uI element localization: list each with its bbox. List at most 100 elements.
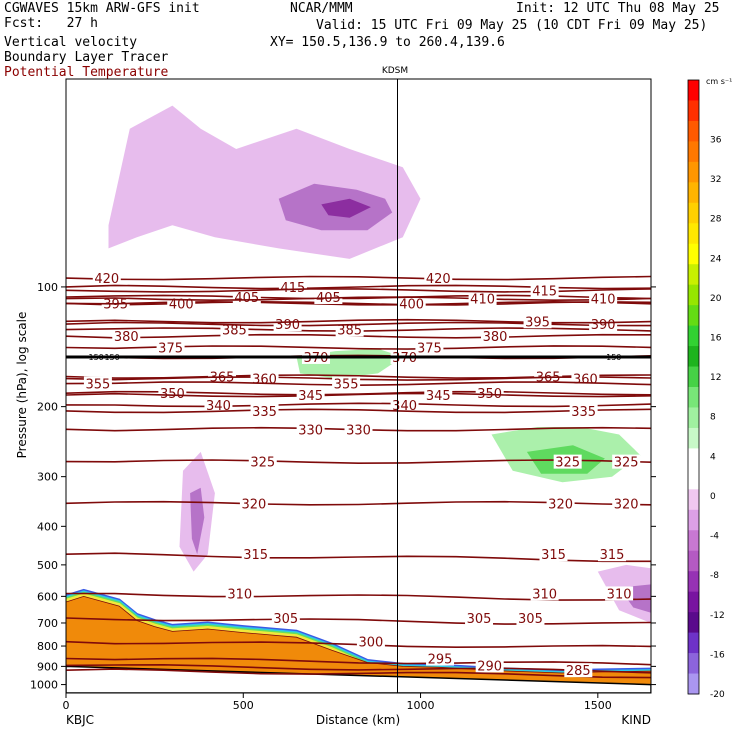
theta-label-bg [569, 403, 598, 418]
theta-label: 415 [532, 284, 557, 299]
colorbar-label: 16 [710, 333, 722, 343]
theta-label: 395 [525, 315, 550, 330]
vv-region [321, 198, 371, 218]
theta-label: 325 [250, 456, 275, 471]
colorbar-label: 0 [710, 492, 716, 502]
theta-label: 310 [227, 587, 252, 602]
theta-label: 290 [477, 659, 502, 674]
colorbar-swatch [688, 243, 699, 265]
tropopause-label: 150 [606, 353, 621, 362]
colorbar-swatch [688, 80, 699, 101]
theta-label-bg [314, 289, 343, 304]
colorbar-swatch [688, 161, 699, 183]
theta-label-bg [250, 371, 279, 386]
plot-border [65, 78, 652, 694]
theta-label: 410 [591, 293, 616, 308]
theta-label: 400 [399, 297, 424, 312]
colorbar-label: 32 [710, 175, 721, 185]
colorbar-label: 28 [710, 215, 722, 225]
theta-label-bg [220, 322, 249, 337]
theta-label: 405 [234, 291, 259, 306]
colorbar-swatch [688, 550, 699, 572]
theta-label-bg [278, 279, 307, 294]
colorbar-swatch [688, 366, 699, 388]
colorbar-swatch [688, 632, 699, 654]
colorbar-border [687, 79, 700, 695]
theta-isentrope [66, 663, 651, 674]
colorbar-swatch [688, 591, 699, 613]
theta-label: 285 [566, 664, 591, 679]
theta-label: 415 [280, 281, 305, 296]
colorbar-swatch [688, 264, 699, 286]
colorbar-label: -12 [710, 611, 725, 621]
theta-label: 325 [555, 456, 580, 471]
theta-label-bg [239, 496, 268, 511]
theta-label: 335 [252, 405, 277, 420]
theta-isentrope [66, 592, 651, 601]
theta-label: 410 [470, 293, 495, 308]
theta-label: 330 [346, 423, 371, 438]
colorbar-label: 4 [710, 452, 716, 462]
y-axis-label: Pressure (hPa), log scale [15, 312, 29, 459]
theta-label-bg [475, 658, 504, 673]
valid-time: Valid: 15 UTC Fri 09 May 25 (10 CDT Fri … [316, 18, 708, 33]
theta-label: 315 [243, 548, 268, 563]
x-axis-label: Distance (km) [316, 713, 400, 727]
colorbar-swatch [688, 120, 699, 142]
colorbar-swatch [688, 407, 699, 429]
theta-label: 310 [532, 587, 557, 602]
theta-label: 375 [417, 341, 442, 356]
theta-label: 385 [222, 324, 247, 339]
colorbar-swatch [688, 612, 699, 634]
theta-isentrope [66, 668, 651, 679]
theta-label-bg [534, 369, 563, 384]
theta-label: 395 [103, 297, 128, 312]
theta-label-bg [158, 386, 187, 401]
y-tick-label: 800 [37, 640, 58, 653]
theta-label-bg [465, 610, 494, 625]
theta-label-bg [605, 586, 634, 601]
theta-label: 305 [518, 612, 543, 627]
colorbar-swatch [688, 305, 699, 327]
theta-isentrope [66, 318, 651, 324]
x-tick-label: 1000 [407, 699, 435, 712]
theta-label-bg [92, 271, 121, 286]
x-tick-label: 0 [63, 699, 70, 712]
theta-label: 305 [273, 612, 298, 627]
theta-label: 355 [334, 378, 359, 393]
x-tick-label: 500 [233, 699, 254, 712]
theta-isentrope [66, 345, 651, 350]
colorbar-swatch [688, 325, 699, 347]
colorbar-swatch [688, 468, 699, 490]
cross-section-endpoints: XY= 150.5,136.9 to 260.4,139.6 [270, 35, 505, 50]
theta-isentrope [66, 392, 651, 398]
theta-isentrope [66, 300, 651, 306]
theta-label: 305 [467, 612, 492, 627]
theta-label-bg [415, 340, 444, 355]
field-boundary-layer-tracer: Boundary Layer Tracer [4, 50, 169, 65]
theta-label-bg [225, 586, 254, 601]
theta-label: 360 [252, 373, 277, 388]
colorbar-swatch [688, 530, 699, 552]
y-tick-label: 600 [37, 590, 58, 603]
organization: NCAR/MMM [290, 1, 353, 16]
colorbar-label: -16 [710, 650, 725, 660]
theta-label-bg [271, 610, 300, 625]
colorbar-label: 20 [710, 294, 722, 304]
colorbar-swatch [688, 223, 699, 245]
theta-label-bg [468, 291, 497, 306]
theta-isentrope [66, 657, 651, 666]
theta-label: 310 [607, 587, 632, 602]
colorbar-label: -20 [710, 690, 725, 700]
colorbar-label: -4 [710, 532, 719, 542]
theta-label-bg [332, 376, 361, 391]
terrain-fill [66, 588, 651, 693]
theta-label: 320 [241, 497, 266, 512]
y-tick-label: 700 [37, 617, 58, 630]
theta-label-bg [273, 317, 302, 332]
theta-label-bg [598, 547, 626, 562]
theta-label: 390 [275, 318, 300, 333]
theta-isentrope [66, 408, 651, 414]
